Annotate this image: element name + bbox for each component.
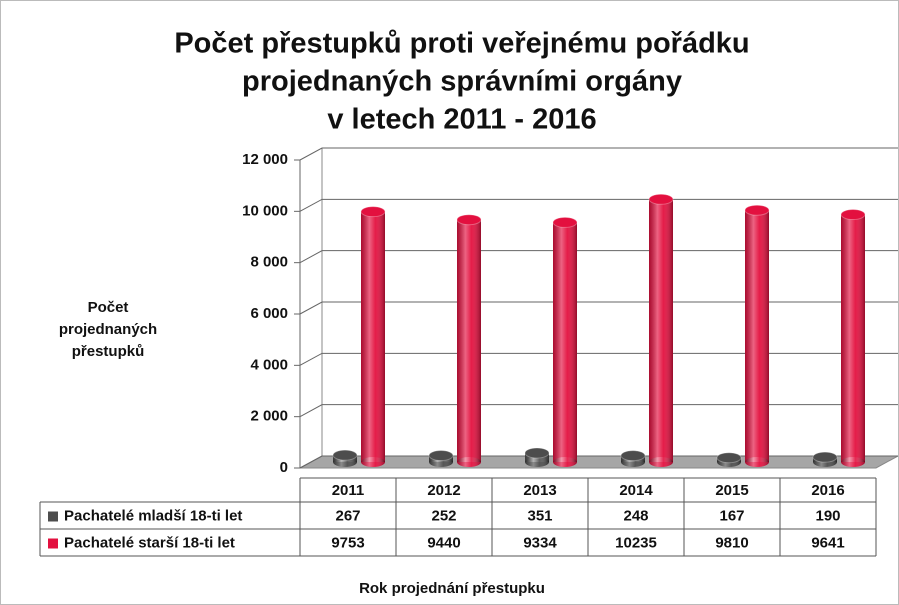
bar-shine-bottom <box>841 457 865 467</box>
bar <box>428 450 454 467</box>
y-tick-label: 2 000 <box>250 408 288 425</box>
grid-line <box>299 352 898 366</box>
table-value: 10235 <box>615 534 657 551</box>
bar <box>456 214 482 467</box>
bar-shine-bottom <box>361 457 385 467</box>
y-tick-label: 4 000 <box>250 356 288 373</box>
grid-line <box>299 301 898 315</box>
x-axis-label: Rok projednání přestupku <box>359 580 545 597</box>
bar-top <box>332 449 358 461</box>
table-value: 9810 <box>715 534 748 551</box>
y-tick-label: 8 000 <box>250 254 288 271</box>
bar-top <box>428 450 454 462</box>
bar <box>524 447 550 467</box>
x-tick-label: 2012 <box>427 482 460 499</box>
chart-title: projednaných správními orgány <box>242 66 682 98</box>
x-tick-label: 2016 <box>811 482 844 499</box>
grid-line <box>299 404 898 418</box>
bar-top <box>456 214 482 226</box>
legend-label: Pachatelé starší 18-ti let <box>64 534 235 551</box>
bar-shine-bottom <box>333 457 357 467</box>
chart-title: Počet přestupků proti veřejnému pořádku <box>174 28 749 60</box>
chart-title: v letech 2011 - 2016 <box>327 104 596 136</box>
bar-top <box>840 209 866 221</box>
bar-shine-bottom <box>553 457 577 467</box>
bar <box>648 193 674 467</box>
x-tick-label: 2013 <box>523 482 556 499</box>
grid-line <box>299 455 898 469</box>
table-value: 9334 <box>523 534 557 551</box>
bar-shine <box>841 214 865 462</box>
table-value: 9641 <box>811 534 844 551</box>
legend-swatch <box>48 538 58 549</box>
bar <box>716 452 742 467</box>
bar <box>840 209 866 467</box>
y-tick-label: 6 000 <box>250 305 288 322</box>
bar <box>744 204 770 467</box>
bar-top <box>716 452 742 464</box>
y-tick-label: 12 000 <box>242 151 288 168</box>
grid-line <box>299 147 898 161</box>
bar-shine <box>457 219 481 462</box>
y-axis-label: přestupků <box>72 343 145 360</box>
y-tick-label: 0 <box>280 459 288 476</box>
bar-top <box>812 451 838 463</box>
table-value: 252 <box>431 507 456 524</box>
bar-shine <box>649 199 673 462</box>
y-axis-label: Počet <box>88 299 129 316</box>
bar <box>620 450 646 467</box>
bar-top <box>524 447 550 459</box>
bar-top <box>552 216 578 228</box>
legend-swatch <box>48 511 58 522</box>
bar-shine <box>361 211 385 462</box>
table-value: 190 <box>815 507 840 524</box>
table-value: 9753 <box>331 534 364 551</box>
bar-top <box>620 450 646 462</box>
y-tick-label: 10 000 <box>242 202 288 219</box>
bar-shine-bottom <box>525 457 549 467</box>
bar-shine <box>745 210 769 462</box>
x-tick-label: 2014 <box>619 482 653 499</box>
bar-top <box>648 193 674 205</box>
bar <box>812 451 838 467</box>
bar <box>332 449 358 467</box>
table-value: 267 <box>335 507 360 524</box>
y-axis-label: projednaných <box>59 321 157 338</box>
bar-shine-bottom <box>745 457 769 467</box>
x-tick-label: 2015 <box>715 482 748 499</box>
table-value: 248 <box>623 507 648 524</box>
legend-label: Pachatelé mladší 18-ti let <box>64 507 242 524</box>
bar-shine-bottom <box>457 457 481 467</box>
grid-line <box>299 250 898 264</box>
bar-top <box>744 204 770 216</box>
bar <box>552 216 578 467</box>
bar-shine-bottom <box>649 457 673 467</box>
table-value: 9440 <box>427 534 460 551</box>
table-value: 351 <box>527 507 552 524</box>
table-value: 167 <box>719 507 744 524</box>
bar-top <box>360 206 386 218</box>
floor <box>299 455 899 469</box>
x-tick-label: 2011 <box>332 482 365 499</box>
grid-line <box>299 198 898 212</box>
bar-shine <box>553 222 577 462</box>
bar <box>360 206 386 467</box>
